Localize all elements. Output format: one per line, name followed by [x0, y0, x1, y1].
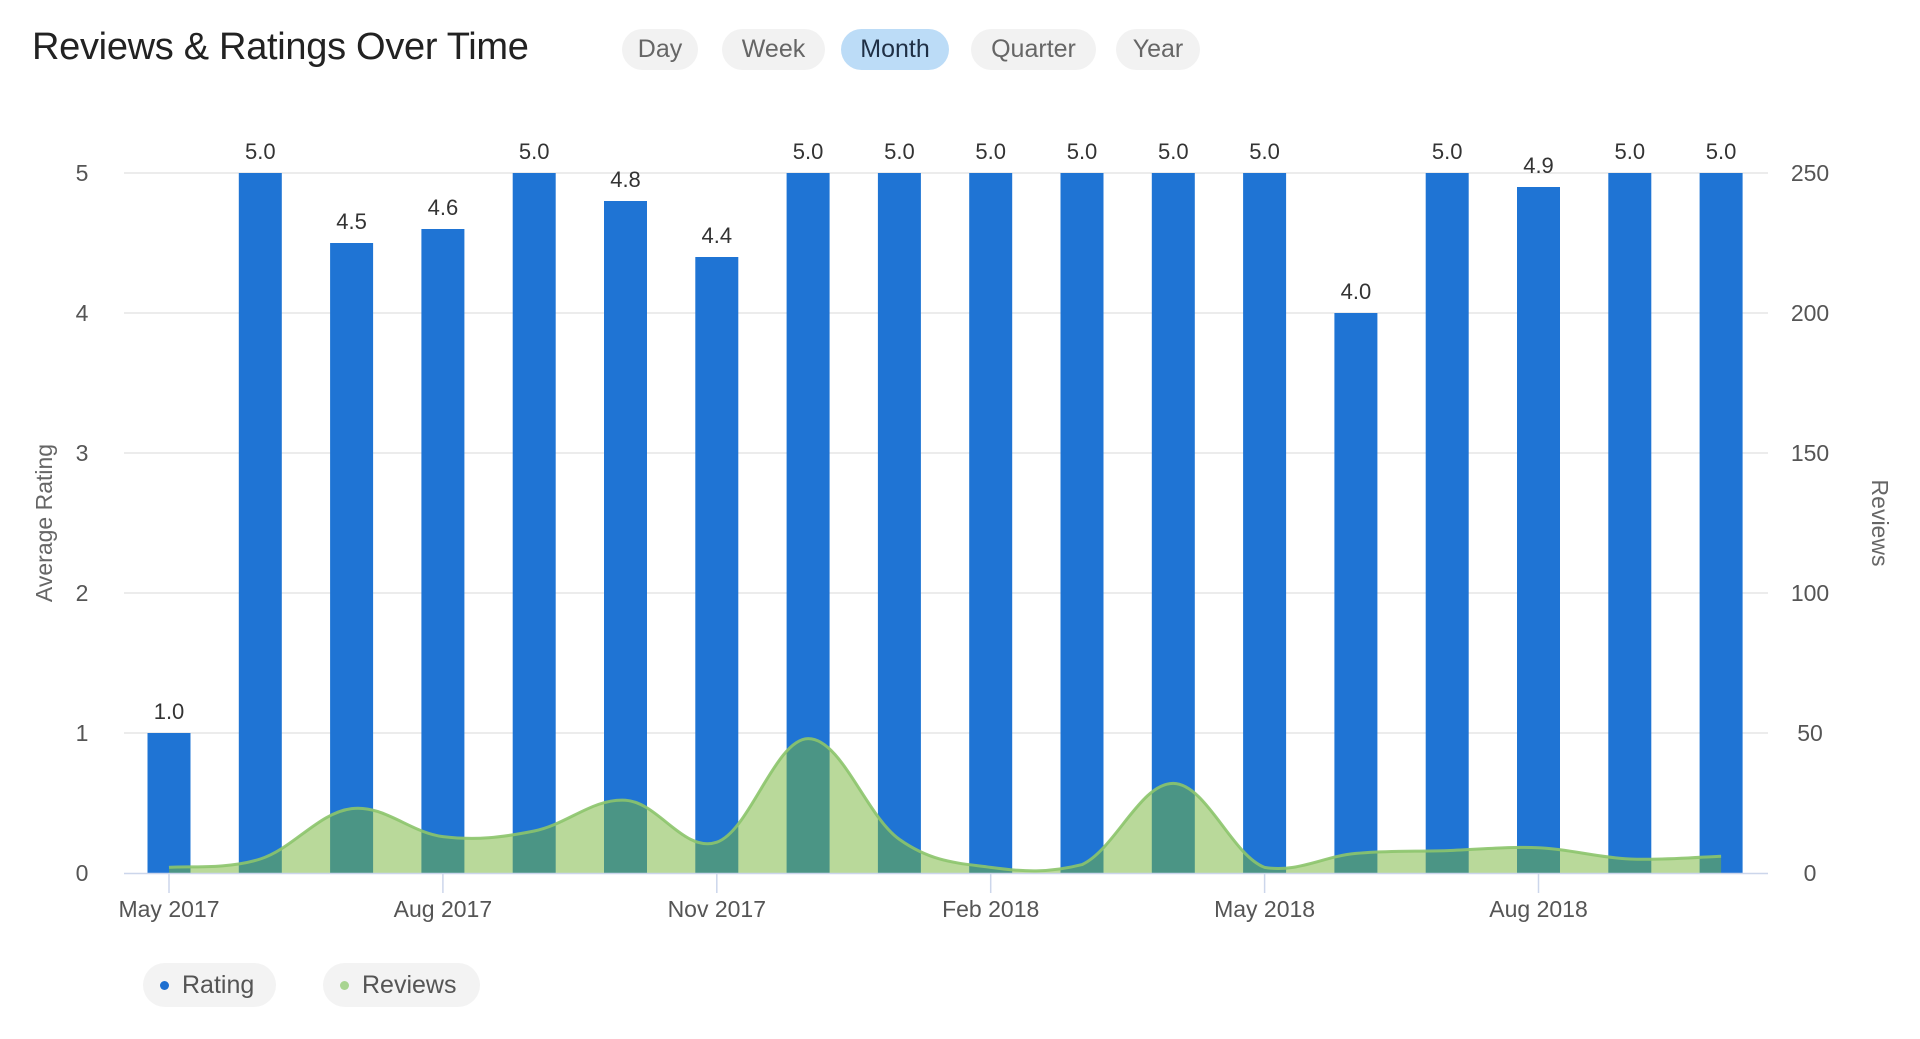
range-week-button[interactable]: Week: [722, 29, 825, 70]
right-axis-tick-label: 50: [1797, 720, 1823, 746]
rating-bar[interactable]: [1425, 173, 1469, 873]
right-axis-tick-label: 200: [1791, 300, 1829, 326]
range-day-button[interactable]: Day: [622, 29, 698, 70]
bar-data-labels: 1.0 5.0 4.5 4.6 5.0 4.8 4.4 5.0 5.0 5.0 5.0 5.0 5.0 4…: [154, 139, 1737, 724]
bar-value-label: 5.0: [1615, 139, 1646, 164]
rating-bar[interactable]: [695, 257, 739, 873]
bar-value-label: 4.6: [428, 195, 459, 220]
rating-bar[interactable]: [1243, 173, 1287, 873]
reviews-area: [168, 737, 1722, 873]
bar-value-label: 5.0: [975, 139, 1006, 164]
legend-item-rating[interactable]: Rating: [143, 963, 276, 1007]
right-axis-tick-label: 150: [1791, 440, 1829, 466]
rating-bar[interactable]: [1151, 173, 1195, 873]
bar-value-label: 5.0: [1432, 139, 1463, 164]
x-axis-tick-label: Aug 2018: [1489, 896, 1587, 922]
left-axis-tick-label: 3: [76, 440, 89, 466]
range-quarter-button[interactable]: Quarter: [971, 29, 1096, 70]
range-year-button[interactable]: Year: [1116, 29, 1200, 70]
bar-value-label: 4.9: [1523, 153, 1554, 178]
x-axis-tick-label: May 2017: [118, 896, 219, 922]
legend-label-rating: Rating: [182, 971, 255, 999]
rating-bars: [147, 173, 1743, 873]
legend-dot-rating-icon: [160, 981, 169, 990]
rating-bar[interactable]: [1608, 173, 1652, 873]
bar-value-label: 1.0: [154, 699, 185, 724]
legend-dot-reviews-icon: [340, 981, 349, 990]
rating-bar[interactable]: [238, 173, 282, 873]
x-axis-tick-label: Feb 2018: [942, 896, 1039, 922]
x-axis-tick-label: Nov 2017: [668, 896, 766, 922]
rating-bar[interactable]: [421, 229, 465, 873]
rating-bar[interactable]: [604, 201, 647, 873]
chart-title: Reviews & Ratings Over Time: [32, 26, 529, 68]
bar-value-label: 5.0: [245, 139, 276, 164]
rating-bar[interactable]: [1517, 187, 1560, 873]
bar-value-label: 5.0: [1067, 139, 1098, 164]
left-axis-tick-label: 1: [76, 720, 89, 746]
reviews-area-line: [168, 737, 1722, 873]
bar-value-label: 4.4: [702, 223, 733, 248]
left-axis-tick-label: 2: [76, 580, 89, 606]
left-axis-title: Average Rating: [31, 444, 57, 602]
bar-value-label: 5.0: [519, 139, 550, 164]
gridlines: [124, 172, 1768, 734]
right-axis-tick-label: 0: [1804, 860, 1817, 886]
bar-value-label: 5.0: [1706, 139, 1737, 164]
left-axis-tick-label: 5: [76, 160, 89, 186]
rating-bar[interactable]: [147, 733, 191, 873]
bar-value-label: 4.0: [1341, 279, 1372, 304]
left-axis-tick-label: 0: [76, 860, 89, 886]
legend-label-reviews: Reviews: [362, 971, 457, 999]
x-axis-tick-label: Aug 2017: [394, 896, 492, 922]
left-axis-tick-label: 4: [76, 300, 89, 326]
rating-bar[interactable]: [512, 173, 556, 873]
x-axis-tick-label: May 2018: [1214, 896, 1315, 922]
rating-bar[interactable]: [1699, 173, 1743, 873]
rating-bar[interactable]: [877, 173, 921, 873]
right-axis-title: Reviews: [1867, 480, 1893, 567]
bar-value-label: 5.0: [884, 139, 915, 164]
rating-bar[interactable]: [1060, 173, 1104, 873]
range-month-button[interactable]: Month: [841, 29, 949, 70]
rating-bar[interactable]: [1334, 313, 1378, 873]
rating-bar[interactable]: [969, 173, 1013, 873]
bar-value-label: 5.0: [1158, 139, 1189, 164]
bar-value-label: 4.8: [610, 167, 641, 192]
rating-bar[interactable]: [330, 243, 374, 873]
bar-value-label: 4.5: [336, 209, 367, 234]
bar-value-label: 5.0: [793, 139, 824, 164]
legend-item-reviews[interactable]: Reviews: [323, 963, 480, 1007]
reviews-area-fill: [169, 738, 1722, 873]
bar-value-label: 5.0: [1249, 139, 1280, 164]
right-axis-tick-label: 100: [1791, 580, 1829, 606]
right-axis-tick-label: 250: [1791, 160, 1829, 186]
